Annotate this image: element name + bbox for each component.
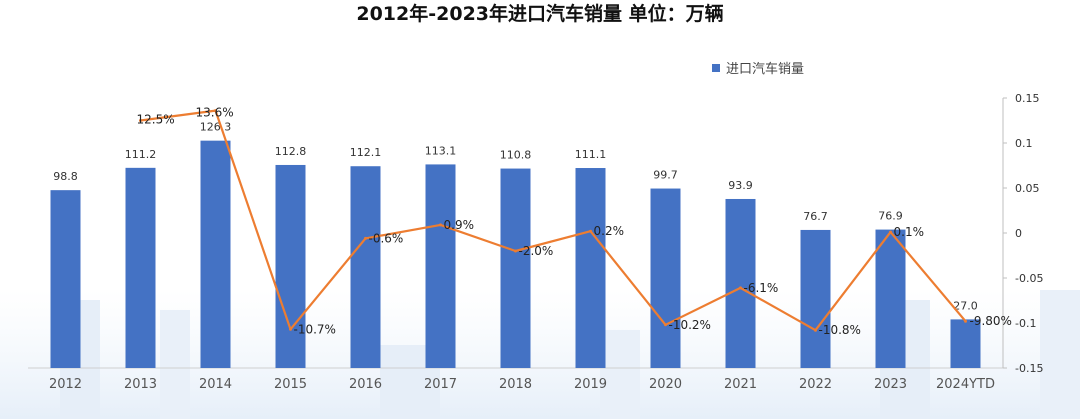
growth-point [589, 229, 592, 233]
growth-value-label: 0.9% [444, 218, 475, 232]
chart-title: 2012年-2023年进口汽车销量 单位：万辆 [356, 2, 723, 25]
growth-point [214, 109, 217, 113]
growth-point [439, 223, 442, 227]
growth-point [664, 323, 667, 327]
bar-value-label: 76.7 [803, 210, 828, 223]
bar [725, 198, 756, 368]
bar [350, 166, 381, 368]
x-tick-label: 2014 [199, 377, 232, 392]
bar [200, 140, 231, 368]
x-tick-label: 2019 [574, 377, 607, 392]
bar-value-label: 110.8 [500, 149, 532, 162]
x-tick-label: 2013 [124, 377, 157, 392]
bar-value-label: 113.1 [425, 144, 457, 157]
bar [125, 167, 156, 368]
background-decoration [0, 290, 1080, 419]
bar [425, 164, 456, 368]
bar [500, 168, 531, 368]
bar-value-label: 27.0 [953, 299, 978, 312]
growth-point [739, 286, 742, 290]
bar-value-label: 99.7 [653, 169, 678, 182]
bar [50, 190, 81, 368]
growth-value-label: 12.5% [137, 113, 175, 127]
growth-value-label: -10.7% [294, 322, 336, 336]
growth-line-path [140, 109, 967, 332]
y2-tick-label: 0.1 [1015, 137, 1033, 150]
bar [800, 229, 831, 368]
y2-tick-label: -0.1 [1015, 317, 1036, 330]
x-tick-label: 2021 [724, 377, 757, 392]
growth-value-label: 0.1% [894, 225, 925, 239]
growth-labels: 12.5% 13.6% -10.7% -0.6% 0.9% -2.0% 0.2% -10.2%… [137, 106, 1012, 338]
y2-axis-ticks: 0.15 0.1 0.05 0 -0.05 -0.1 -0.15 [1015, 92, 1043, 375]
x-tick-label: 2015 [274, 377, 307, 392]
y2-tick-label: 0.05 [1015, 182, 1040, 195]
bar-value-label: 112.1 [350, 146, 382, 159]
growth-value-label: -6.1% [744, 281, 779, 295]
bar-value-label: 112.8 [275, 145, 307, 158]
bar-value-label: 111.2 [125, 148, 157, 161]
growth-value-label: 13.6% [196, 106, 234, 120]
growth-value-label: -0.6% [369, 231, 404, 245]
growth-point [964, 319, 967, 323]
x-tick-label: 2022 [799, 377, 832, 392]
x-tick-label: 2024YTD [936, 377, 995, 392]
y2-tick-label: -0.15 [1015, 362, 1043, 375]
x-tick-label: 2020 [649, 377, 682, 392]
bar [275, 164, 306, 368]
x-tick-label: 2018 [499, 377, 532, 392]
legend: 进口汽车销量 [712, 61, 804, 77]
bar [575, 168, 606, 368]
legend-label: 进口汽车销量 [726, 61, 804, 77]
bar [950, 319, 981, 368]
growth-point [364, 236, 367, 240]
x-tick-label: 2016 [349, 377, 382, 392]
bar [875, 229, 906, 368]
x-axis-ticks: 2012 2013 2014 2015 2016 2017 2018 2019 2020 2021… [49, 377, 995, 392]
bar-value-label: 93.9 [728, 179, 753, 192]
growth-value-label: -2.0% [519, 244, 554, 258]
growth-point [139, 119, 142, 122]
x-tick-label: 2023 [874, 377, 907, 392]
growth-value-label: -9.80% [970, 314, 1012, 328]
bar-value-label: 111.1 [575, 148, 607, 161]
growth-value-label: 0.2% [594, 224, 625, 238]
growth-point [814, 328, 817, 332]
bars [50, 140, 981, 368]
x-tick-label: 2017 [424, 377, 457, 392]
legend-swatch [712, 64, 720, 72]
growth-point [289, 327, 292, 331]
y2-tick-label: 0 [1015, 227, 1022, 240]
y2-tick-label: -0.05 [1015, 272, 1043, 285]
bar-value-label: 76.9 [878, 210, 903, 223]
bar [650, 188, 681, 368]
growth-point [889, 230, 892, 234]
y2-tick-label: 0.15 [1015, 92, 1040, 105]
growth-value-label: -10.2% [669, 318, 711, 332]
growth-line [139, 109, 967, 332]
x-tick-label: 2012 [49, 377, 82, 392]
bar-value-label: 126.3 [200, 121, 232, 134]
bar-value-label: 98.8 [53, 170, 78, 183]
growth-value-label: -10.8% [819, 323, 861, 337]
growth-point [514, 249, 517, 253]
